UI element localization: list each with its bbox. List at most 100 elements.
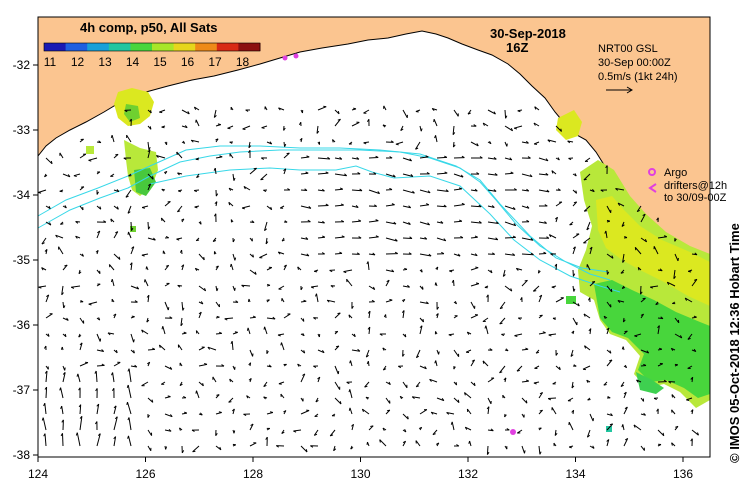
- current-vector: [453, 188, 462, 191]
- current-vector-head: [372, 286, 376, 290]
- current-vector: [44, 433, 47, 447]
- current-vector: [79, 153, 87, 159]
- current-vector-head: [43, 433, 46, 437]
- current-vector-head: [127, 231, 129, 235]
- current-vector-head: [124, 109, 128, 113]
- current-vector: [242, 125, 251, 130]
- current-vector: [59, 152, 64, 159]
- current-vector-head: [419, 325, 423, 329]
- current-vector-head: [600, 189, 604, 193]
- current-vector: [259, 253, 268, 259]
- current-vector-head: [266, 299, 270, 301]
- current-vector-head: [412, 190, 415, 194]
- current-vector-head: [517, 317, 521, 320]
- current-vector-head: [662, 432, 665, 436]
- current-vector-head: [391, 269, 395, 273]
- current-vector-head: [131, 227, 134, 231]
- current-vector: [214, 168, 217, 175]
- current-vector-head: [438, 351, 440, 355]
- current-vector: [249, 269, 257, 275]
- current-vector: [385, 173, 396, 178]
- current-vector: [58, 246, 64, 255]
- current-vector: [466, 408, 472, 415]
- current-vector-head: [489, 348, 493, 351]
- current-vector-head: [127, 368, 130, 372]
- current-vector-head: [577, 303, 580, 307]
- current-vector: [113, 416, 118, 431]
- current-vector: [281, 342, 285, 351]
- current-vector-head: [506, 428, 510, 431]
- current-vector-head: [434, 360, 437, 364]
- current-vector-head: [267, 283, 271, 286]
- current-vector-head: [265, 436, 268, 440]
- current-vector-head: [643, 363, 647, 366]
- current-vector: [514, 333, 523, 337]
- current-vector-head: [379, 439, 381, 443]
- current-vector-head: [568, 446, 572, 449]
- current-vector: [62, 433, 64, 447]
- current-vector-head: [588, 328, 592, 332]
- current-vector-head: [232, 239, 236, 243]
- current-vector-head: [306, 155, 310, 158]
- current-vector: [96, 404, 100, 415]
- current-vector-head: [622, 259, 625, 263]
- current-vector-head: [126, 384, 129, 388]
- current-vector: [113, 361, 121, 367]
- current-vector-head: [552, 317, 556, 321]
- current-vector-head: [555, 352, 559, 356]
- current-vector-head: [420, 128, 423, 132]
- current-vector: [317, 157, 330, 160]
- current-vector-head: [113, 313, 117, 317]
- current-vector-head: [432, 433, 436, 436]
- current-vector: [130, 221, 132, 231]
- current-vector-head: [129, 262, 133, 266]
- current-vector-head: [145, 266, 148, 270]
- current-vector: [436, 397, 445, 402]
- current-vector-head: [606, 439, 610, 442]
- current-vector-head: [134, 364, 138, 368]
- current-vector-head: [341, 235, 345, 238]
- current-vector-head: [525, 347, 529, 350]
- current-vector: [113, 253, 121, 260]
- current-vector: [141, 329, 149, 335]
- current-vector: [317, 106, 327, 111]
- current-vector-head: [148, 146, 151, 151]
- current-vector-head: [509, 157, 513, 161]
- current-vector: [622, 253, 625, 263]
- current-vector: [317, 205, 329, 207]
- current-vector: [402, 157, 412, 162]
- current-vector-head: [395, 143, 399, 146]
- current-vector-head: [409, 158, 412, 162]
- current-vector-head: [80, 186, 84, 188]
- current-vector-head: [548, 334, 552, 337]
- current-vector-head: [219, 446, 222, 450]
- current-vector: [198, 253, 205, 261]
- current-vector-head: [407, 284, 410, 288]
- current-vector-head: [305, 237, 309, 240]
- current-vector-head: [663, 235, 667, 238]
- current-vector-head: [263, 384, 267, 388]
- current-vector: [634, 333, 642, 337]
- current-vector-head: [129, 118, 132, 122]
- current-vector: [684, 297, 693, 303]
- current-vector-head: [382, 124, 386, 128]
- current-vector-head: [246, 327, 249, 331]
- current-vector: [419, 156, 429, 159]
- current-vector: [300, 410, 310, 415]
- current-vector-head: [441, 251, 445, 255]
- current-vector: [504, 157, 512, 161]
- current-vector: [368, 189, 380, 195]
- current-vector-head: [321, 188, 325, 192]
- current-vector-head: [538, 270, 541, 274]
- current-vector-head: [265, 241, 269, 245]
- current-vector-head: [422, 319, 424, 323]
- current-vector-head: [38, 286, 42, 289]
- current-vector: [327, 299, 336, 303]
- current-vector: [538, 157, 549, 162]
- current-vector-head: [587, 399, 591, 401]
- current-vector-head: [213, 213, 217, 217]
- current-vector: [45, 370, 48, 383]
- current-vector-head: [502, 274, 506, 277]
- current-vector: [402, 205, 411, 209]
- current-vector-head: [415, 111, 419, 113]
